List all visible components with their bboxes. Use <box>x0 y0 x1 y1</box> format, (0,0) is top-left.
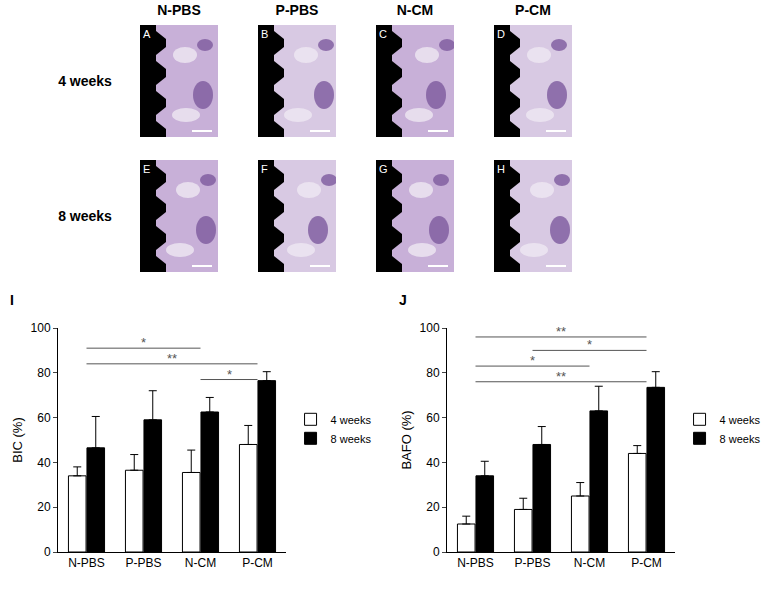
svg-text:N-CM: N-CM <box>185 556 216 570</box>
svg-text:I: I <box>10 292 14 308</box>
svg-text:60: 60 <box>37 411 51 425</box>
svg-text:N-CM: N-CM <box>574 556 605 570</box>
svg-text:60: 60 <box>426 411 440 425</box>
svg-text:*: * <box>530 353 535 368</box>
svg-text:P-PBS: P-PBS <box>514 556 550 570</box>
svg-text:*: * <box>141 335 146 350</box>
html-text:4 weeks: 4 weeks <box>58 73 112 89</box>
svg-text:C: C <box>379 28 387 40</box>
svg-text:B: B <box>261 28 268 40</box>
svg-text:4 weeks: 4 weeks <box>331 414 372 426</box>
svg-text:D: D <box>497 28 505 40</box>
svg-text:20: 20 <box>426 500 440 514</box>
svg-text:100: 100 <box>31 321 51 335</box>
svg-text:40: 40 <box>37 456 51 470</box>
svg-text:BIC (%): BIC (%) <box>10 417 25 463</box>
svg-text:P-PBS: P-PBS <box>125 556 161 570</box>
svg-text:20: 20 <box>37 500 51 514</box>
svg-text:**: ** <box>167 351 177 366</box>
html-text:8 weeks: 8 weeks <box>58 208 112 224</box>
svg-text:N-PBS: N-PBS <box>68 556 105 570</box>
svg-text:G: G <box>379 163 388 175</box>
svg-text:F: F <box>261 163 268 175</box>
svg-text:*: * <box>587 337 592 352</box>
svg-text:N-PBS: N-PBS <box>457 556 494 570</box>
svg-text:P-CM: P-CM <box>631 556 662 570</box>
svg-text:0: 0 <box>433 545 440 559</box>
html-text:P-PBS: P-PBS <box>275 2 319 18</box>
svg-text:A: A <box>143 28 151 40</box>
svg-text:40: 40 <box>426 456 440 470</box>
html-text:P-CM: P-CM <box>515 2 551 18</box>
svg-text:80: 80 <box>37 366 51 380</box>
svg-text:**: ** <box>556 369 566 384</box>
svg-text:**: ** <box>556 324 566 339</box>
svg-text:P-CM: P-CM <box>242 556 273 570</box>
svg-text:E: E <box>143 163 150 175</box>
svg-text:4 weeks: 4 weeks <box>720 414 761 426</box>
svg-text:8 weeks: 8 weeks <box>720 433 761 445</box>
svg-text:80: 80 <box>426 366 440 380</box>
svg-text:0: 0 <box>44 545 51 559</box>
svg-text:100: 100 <box>420 321 440 335</box>
svg-text:J: J <box>399 292 407 308</box>
svg-text:8 weeks: 8 weeks <box>331 433 372 445</box>
html-text:N-CM: N-CM <box>396 2 434 18</box>
svg-text:H: H <box>497 163 505 175</box>
svg-text:*: * <box>227 367 232 382</box>
svg-text:BAFO (%): BAFO (%) <box>399 410 414 469</box>
html-text:N-PBS: N-PBS <box>157 2 201 18</box>
